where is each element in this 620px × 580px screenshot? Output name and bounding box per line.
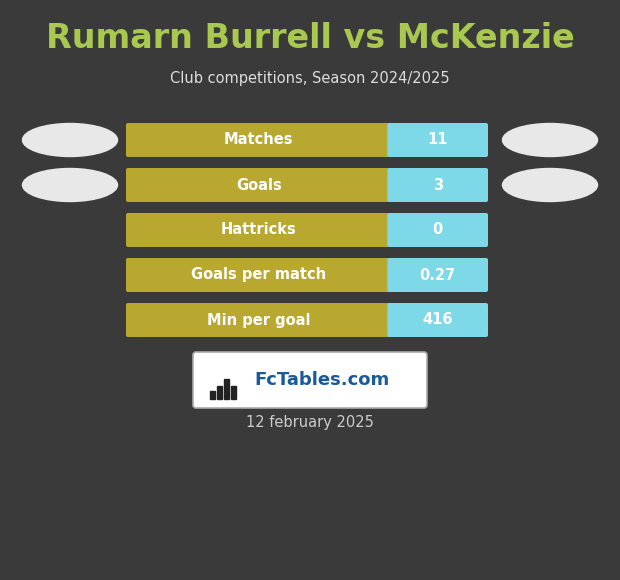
Text: FcTables.com: FcTables.com [254,371,389,389]
FancyBboxPatch shape [388,258,488,292]
Text: Min per goal: Min per goal [207,313,311,328]
FancyBboxPatch shape [388,213,488,247]
FancyBboxPatch shape [388,303,488,337]
FancyBboxPatch shape [388,168,488,202]
Text: Hattricks: Hattricks [221,223,296,237]
Ellipse shape [22,169,118,201]
Text: 11: 11 [427,132,448,147]
FancyBboxPatch shape [126,123,391,157]
FancyBboxPatch shape [126,303,391,337]
FancyBboxPatch shape [193,352,427,408]
Ellipse shape [22,124,118,157]
Ellipse shape [502,124,598,157]
Text: 3: 3 [433,177,443,193]
Text: 0.27: 0.27 [420,267,456,282]
Text: 416: 416 [422,313,453,328]
Text: 12 february 2025: 12 february 2025 [246,415,374,430]
FancyBboxPatch shape [126,258,391,292]
FancyBboxPatch shape [126,168,391,202]
Bar [210,391,215,399]
Bar [231,386,236,399]
FancyBboxPatch shape [388,123,488,157]
Text: Club competitions, Season 2024/2025: Club competitions, Season 2024/2025 [170,71,450,85]
Text: 0: 0 [433,223,443,237]
FancyBboxPatch shape [126,213,391,247]
Bar [217,386,222,399]
Text: Rumarn Burrell vs McKenzie: Rumarn Burrell vs McKenzie [46,21,574,55]
Text: Goals per match: Goals per match [191,267,326,282]
Text: Matches: Matches [224,132,293,147]
Text: Goals: Goals [236,177,281,193]
Bar [224,379,229,399]
Ellipse shape [502,169,598,201]
